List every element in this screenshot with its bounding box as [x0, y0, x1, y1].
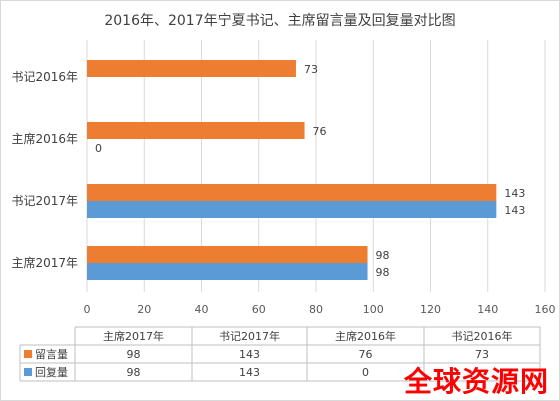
table-cell-0-0: 98: [127, 348, 141, 361]
x-tick-label-3: 60: [252, 303, 266, 316]
table-legend-label-1: 回复量: [35, 365, 68, 379]
data-label-0-0: 98: [376, 249, 390, 262]
x-tick-label-6: 120: [420, 303, 441, 316]
watermark: 全球资源网: [404, 365, 550, 398]
table-cell-0-3: 73: [475, 348, 489, 361]
category-label-2: 主席2016年: [11, 131, 78, 146]
table-legend-key-1: [24, 368, 32, 376]
table-cell-1-0: 98: [127, 366, 141, 379]
chart-title: 2016年、2017年宁夏书记、主席留言量及回复量对比图: [104, 13, 456, 29]
x-tick-label-8: 160: [535, 303, 556, 316]
bar-0-3: [87, 60, 296, 77]
table-legend-key-0: [24, 350, 32, 358]
x-tick-label-5: 100: [363, 303, 384, 316]
bar-1-0: [87, 263, 368, 280]
table-header-1: 书记2017年: [219, 329, 280, 343]
category-label-0: 主席2017年: [11, 255, 78, 270]
x-tick-label-1: 20: [137, 303, 151, 316]
data-label-1-1: 143: [504, 204, 525, 217]
table-cell-0-2: 76: [359, 348, 373, 361]
bar-0-1: [87, 184, 497, 201]
table-header-2: 主席2016年: [335, 329, 396, 343]
x-tick-label-0: 0: [84, 303, 91, 316]
bar-1-1: [87, 201, 497, 218]
data-label-0-1: 143: [504, 187, 525, 200]
x-tick-label-2: 40: [195, 303, 209, 316]
x-tick-label-4: 80: [309, 303, 323, 316]
table-legend-label-0: 留言量: [35, 348, 68, 361]
data-label-1-0: 98: [376, 266, 390, 279]
bar-0-0: [87, 246, 368, 263]
table-cell-1-2: 0: [362, 366, 369, 379]
table-header-0: 主席2017年: [103, 329, 164, 343]
data-label-0-3: 73: [304, 63, 318, 76]
table-cell-0-1: 143: [239, 348, 260, 361]
bar-0-2: [87, 122, 305, 139]
data-label-1-2: 0: [95, 142, 102, 155]
table-header-3: 书记2016年: [452, 329, 513, 343]
category-label-1: 书记2017年: [11, 194, 78, 208]
table-cell-1-1: 143: [239, 366, 260, 379]
category-label-3: 书记2016年: [11, 70, 78, 84]
x-tick-label-7: 140: [477, 303, 498, 316]
data-label-0-2: 76: [313, 125, 327, 138]
